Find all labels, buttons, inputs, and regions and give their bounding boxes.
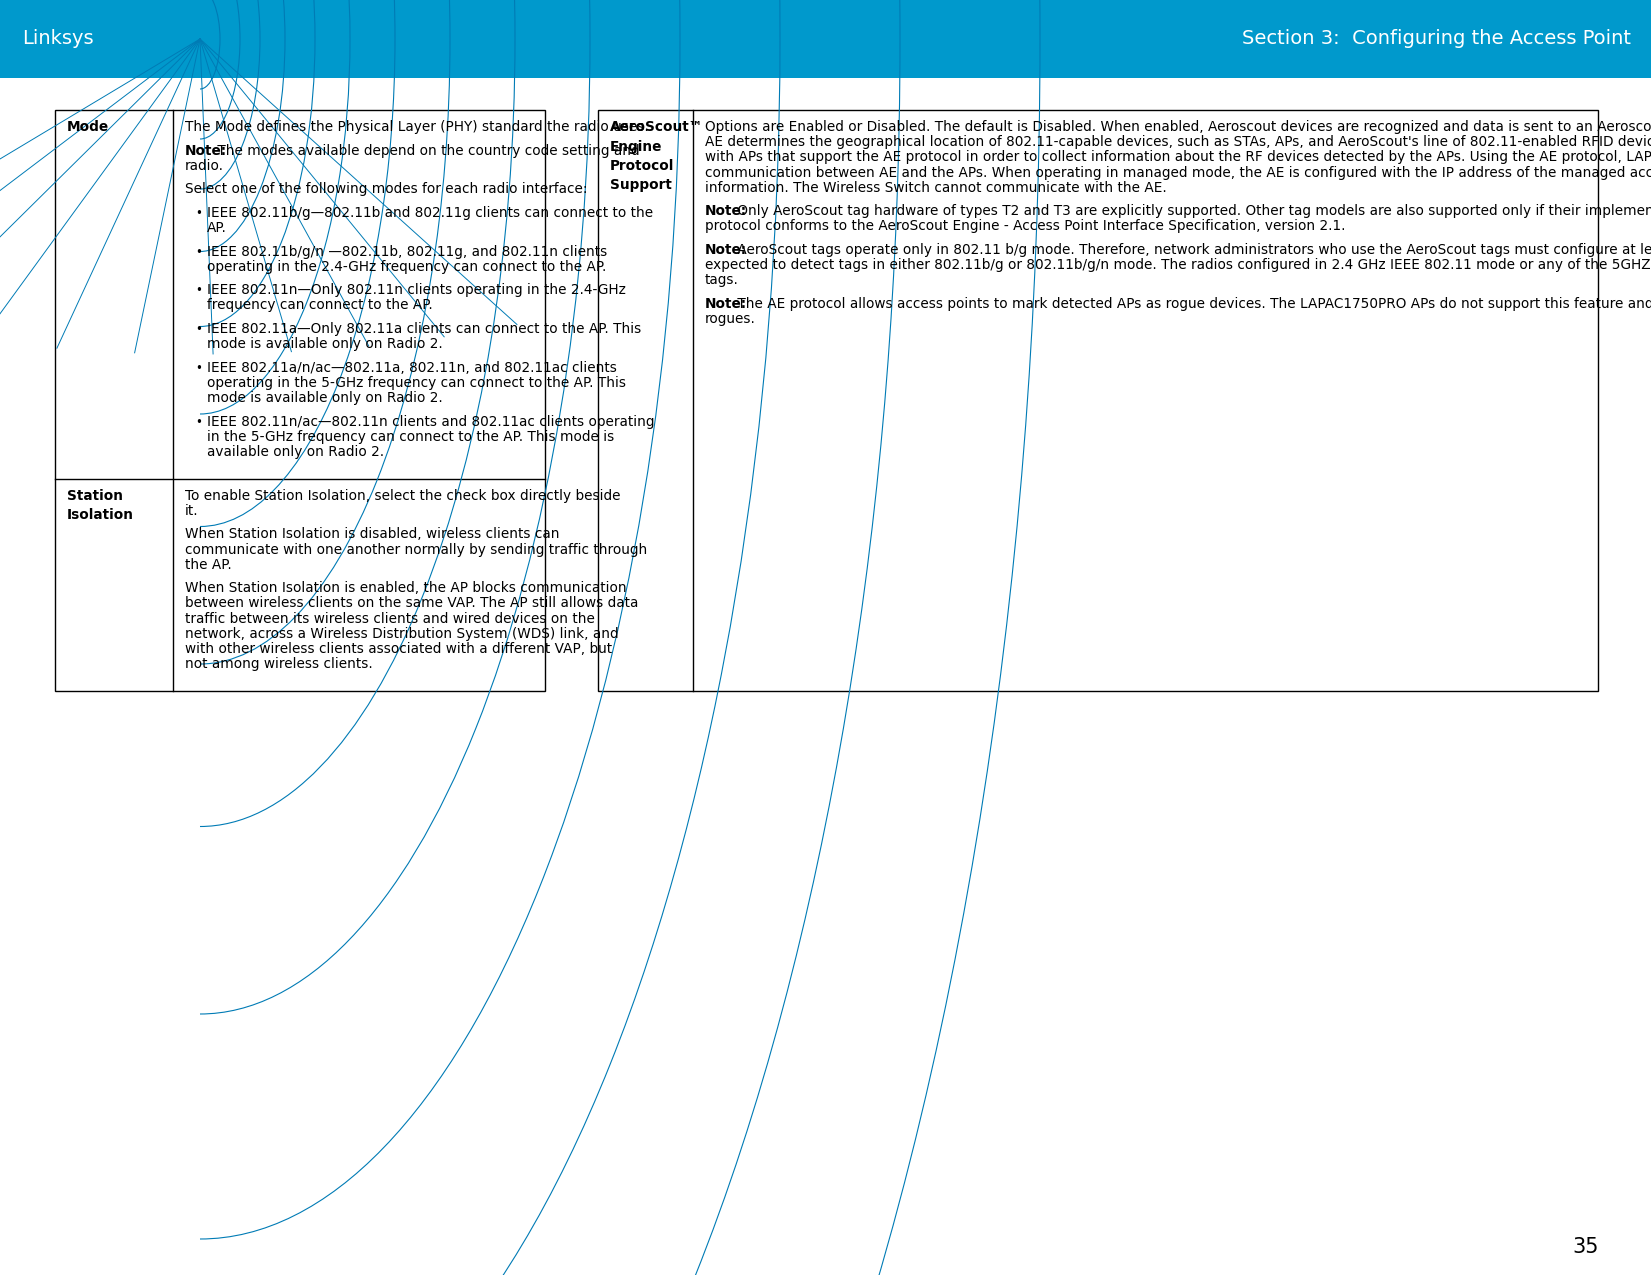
Text: IEEE 802.11a/n/ac—802.11a, 802.11n, and 802.11ac clients: IEEE 802.11a/n/ac—802.11a, 802.11n, and … (206, 361, 617, 375)
Text: mode is available only on Radio 2.: mode is available only on Radio 2. (206, 391, 442, 405)
Text: communication between AE and the APs. When operating in managed mode, the AE is : communication between AE and the APs. Wh… (705, 166, 1651, 180)
Text: frequency can connect to the AP.: frequency can connect to the AP. (206, 298, 433, 312)
Text: between wireless clients on the same VAP. The AP still allows data: between wireless clients on the same VAP… (185, 597, 639, 611)
Text: AE determines the geographical location of 802.11-capable devices, such as STAs,: AE determines the geographical location … (705, 135, 1651, 149)
Text: To enable Station Isolation, select the check box directly beside: To enable Station Isolation, select the … (185, 488, 621, 502)
Text: •: • (195, 246, 201, 259)
Text: operating in the 2.4-GHz frequency can connect to the AP.: operating in the 2.4-GHz frequency can c… (206, 260, 606, 274)
Text: •: • (195, 284, 201, 297)
Text: IEEE 802.11b/g/n —802.11b, 802.11g, and 802.11n clients: IEEE 802.11b/g/n —802.11b, 802.11g, and … (206, 245, 608, 259)
Bar (54, 110, 545, 691)
Text: AP.: AP. (206, 221, 226, 235)
Text: •: • (195, 207, 201, 219)
Text: traffic between its wireless clients and wired devices on the: traffic between its wireless clients and… (185, 612, 594, 626)
Text: rogues.: rogues. (705, 312, 756, 326)
Text: it.: it. (185, 504, 198, 518)
Text: the AP.: the AP. (185, 557, 231, 571)
Text: IEEE 802.11a—Only 802.11a clients can connect to the AP. This: IEEE 802.11a—Only 802.11a clients can co… (206, 323, 641, 337)
Text: Note:: Note: (705, 204, 748, 218)
Text: network, across a Wireless Distribution System (WDS) link, and: network, across a Wireless Distribution … (185, 627, 619, 641)
Text: with other wireless clients associated with a different VAP, but: with other wireless clients associated w… (185, 643, 613, 657)
Text: information. The Wireless Switch cannot communicate with the AE.: information. The Wireless Switch cannot … (705, 181, 1167, 195)
Text: The AE protocol allows access points to mark detected APs as rogue devices. The : The AE protocol allows access points to … (733, 297, 1651, 311)
Bar (598, 110, 1598, 691)
Text: AeroScout™
Engine
Protocol
Support: AeroScout™ Engine Protocol Support (609, 120, 703, 193)
Text: communicate with one another normally by sending traffic through: communicate with one another normally by… (185, 543, 647, 556)
Text: AeroScout tags operate only in 802.11 b/g mode. Therefore, network administrator: AeroScout tags operate only in 802.11 b/… (733, 244, 1651, 258)
Text: tags.: tags. (705, 273, 740, 287)
Text: •: • (195, 362, 201, 375)
Text: available only on Radio 2.: available only on Radio 2. (206, 445, 385, 459)
Text: When Station Isolation is disabled, wireless clients can: When Station Isolation is disabled, wire… (185, 528, 560, 542)
Text: Note:: Note: (705, 244, 748, 258)
Text: •: • (195, 323, 201, 337)
Text: in the 5-GHz frequency can connect to the AP. This mode is: in the 5-GHz frequency can connect to th… (206, 430, 614, 444)
Text: IEEE 802.11b/g—802.11b and 802.11g clients can connect to the: IEEE 802.11b/g—802.11b and 802.11g clien… (206, 205, 654, 219)
Text: The modes available depend on the country code setting and: The modes available depend on the countr… (213, 144, 639, 158)
Text: •: • (195, 416, 201, 428)
Text: Note:: Note: (705, 297, 748, 311)
Text: The Mode defines the Physical Layer (PHY) standard the radio uses.: The Mode defines the Physical Layer (PHY… (185, 120, 649, 134)
Text: Options are Enabled or Disabled. The default is Disabled. When enabled, Aeroscou: Options are Enabled or Disabled. The def… (705, 120, 1651, 134)
Text: with APs that support the AE protocol in order to collect information about the : with APs that support the AE protocol in… (705, 150, 1651, 164)
Text: protocol conforms to the AeroScout Engine - Access Point Interface Specification: protocol conforms to the AeroScout Engin… (705, 219, 1346, 233)
Text: Only AeroScout tag hardware of types T2 and T3 are explicitly supported. Other t: Only AeroScout tag hardware of types T2 … (733, 204, 1651, 218)
Text: Section 3:  Configuring the Access Point: Section 3: Configuring the Access Point (1242, 29, 1631, 48)
Text: When Station Isolation is enabled, the AP blocks communication: When Station Isolation is enabled, the A… (185, 581, 627, 595)
Text: Linksys: Linksys (21, 29, 94, 48)
Text: Select one of the following modes for each radio interface:: Select one of the following modes for ea… (185, 182, 588, 196)
Text: IEEE 802.11n—Only 802.11n clients operating in the 2.4-GHz: IEEE 802.11n—Only 802.11n clients operat… (206, 283, 626, 297)
Text: radio.: radio. (185, 158, 225, 172)
Text: not among wireless clients.: not among wireless clients. (185, 657, 373, 671)
Text: Station
Isolation: Station Isolation (68, 488, 134, 521)
Text: mode is available only on Radio 2.: mode is available only on Radio 2. (206, 337, 442, 351)
Text: expected to detect tags in either 802.11b/g or 802.11b/g/n mode. The radios conf: expected to detect tags in either 802.11… (705, 259, 1651, 273)
Text: 35: 35 (1573, 1237, 1600, 1257)
Text: operating in the 5-GHz frequency can connect to the AP. This: operating in the 5-GHz frequency can con… (206, 376, 626, 390)
Bar (0, 0, 1651, 78)
Text: IEEE 802.11n/ac—802.11n clients and 802.11ac clients operating: IEEE 802.11n/ac—802.11n clients and 802.… (206, 414, 654, 428)
Text: Mode: Mode (68, 120, 109, 134)
Text: Note:: Note: (185, 144, 228, 158)
